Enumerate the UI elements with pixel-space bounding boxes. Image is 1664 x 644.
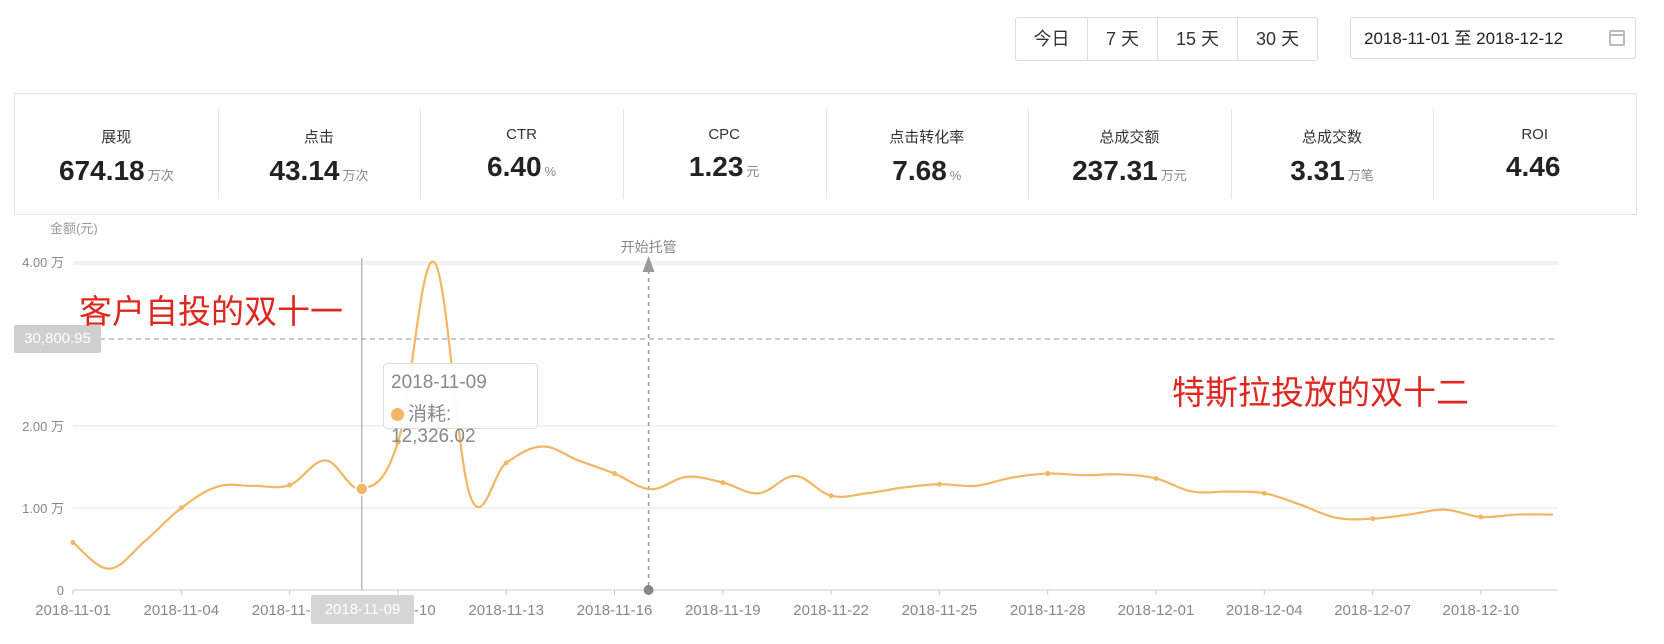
stat-label: 总成交数 <box>1302 129 1363 146</box>
data-point <box>503 460 509 466</box>
data-point <box>1261 490 1267 496</box>
stat-value: 7.68% <box>892 155 962 186</box>
stat-total-orders: 总成交数 3.31 万笔 <box>1230 94 1434 214</box>
range-today-button[interactable]: 今日 <box>1016 18 1088 60</box>
data-point <box>395 439 401 445</box>
stat-clicks: 点击 43.14 万次 <box>217 94 421 214</box>
date-range-value: 2018-11-01 至 2018-12-12 <box>1364 29 1564 48</box>
stats-panel: 展现 674.18 万次 点击 43.14 万次 CTR 6.40% CPC 1.2… <box>14 93 1637 215</box>
highlight-point <box>355 482 369 496</box>
x-tick-label: 2018-12-10 <box>1443 602 1520 619</box>
data-point <box>287 482 293 488</box>
hover-date-label: 2018-11-09 <box>311 595 414 624</box>
stat-label: CTR <box>506 126 537 143</box>
annotation-double-twelve: 特斯拉投放的双十二 <box>1172 374 1469 411</box>
x-tick-label: 2018-12-01 <box>1118 602 1195 619</box>
data-point <box>936 481 942 487</box>
x-tick-label: 2018-12-07 <box>1334 602 1411 619</box>
stat-label: 点击转化率 <box>889 129 965 146</box>
range-7days-button[interactable]: 7 天 <box>1088 18 1159 60</box>
range-15days-button[interactable]: 15 天 <box>1158 18 1239 60</box>
y-tick-label: 4.00 万 <box>22 255 64 270</box>
stat-label: 点击 <box>303 129 334 146</box>
x-tick-label: 2018-11-07 <box>252 602 328 619</box>
range-30days-button[interactable]: 30 天 <box>1256 29 1300 49</box>
stat-value: 3.31 万笔 <box>1290 155 1374 186</box>
chart-tooltip: 2018-11-09 消耗: 12,326.02 <box>383 363 538 447</box>
data-point <box>1370 516 1376 522</box>
y-tick-label: 1.00 万 <box>22 501 64 516</box>
stat-total-gmv: 总成交额 237.31 万元 <box>1028 94 1231 214</box>
data-point <box>828 493 834 499</box>
annotation-double-eleven: 客户自投的双十一 <box>79 293 343 330</box>
stat-value: 6.40% <box>487 151 557 182</box>
data-point <box>70 539 76 545</box>
stat-label: ROI <box>1521 126 1549 143</box>
markline-value-label: 30,800.95 <box>14 325 101 353</box>
stat-conversion-rate: 点击转化率 7.68% <box>825 94 1029 214</box>
x-tick-label: 2018-11-25 <box>902 602 978 619</box>
y-axis-title: 金额(元) <box>50 221 98 236</box>
tooltip-row: 消耗: 12,326.02 <box>391 404 476 447</box>
data-point <box>178 505 184 511</box>
stat-impressions: 展现 674.18 万次 <box>15 94 218 214</box>
event-marker-arrow <box>642 256 655 272</box>
series-line-spend <box>72 260 1554 570</box>
event-marker-label: 开始托管 <box>621 239 677 255</box>
x-tick-label: 2018-11-28 <box>1010 602 1086 619</box>
x-tick-label: 2018-11-16 <box>577 602 653 619</box>
data-point <box>720 480 726 486</box>
stat-label: 总成交额 <box>1099 129 1160 146</box>
x-tick-label: 2018-11-13 <box>468 602 544 619</box>
stat-value: 4.46 <box>1505 151 1561 182</box>
data-point <box>1478 514 1484 520</box>
event-marker-dot <box>643 585 654 595</box>
stat-value: 43.14 万次 <box>269 155 369 186</box>
stat-cpc: CPC 1.23 元 <box>622 94 826 214</box>
x-tick-label: 2018-11-19 <box>685 602 761 619</box>
calendar-icon[interactable] <box>1609 30 1625 46</box>
series-dot-icon <box>391 408 404 421</box>
stat-ctr: CTR 6.40% <box>420 94 623 214</box>
y-tick-label: 0 <box>57 583 64 598</box>
x-tick-label: 2018-11-04 <box>143 602 219 619</box>
stat-label: CPC <box>708 126 741 143</box>
stat-value: 237.31 万元 <box>1072 155 1187 186</box>
spend-chart: 金额(元) 0 1.00 万 2.00 万 4.00 万 2018-11-01 2018-1… <box>0 220 1664 644</box>
data-point <box>1153 475 1159 481</box>
stat-roi: ROI 4.46 <box>1433 94 1636 214</box>
date-range-tabs: 今日 7 天 15 天 30 天 <box>1015 17 1319 61</box>
tooltip-date: 2018-11-09 <box>391 372 487 393</box>
tooltip-value: 12,326.02 <box>391 426 476 447</box>
chart-svg: 金额(元) 0 1.00 万 2.00 万 4.00 万 2018-11-01 2018-1… <box>22 221 1558 619</box>
stat-value: 674.18 万次 <box>58 155 174 186</box>
x-tick-label: 2018-12-04 <box>1226 602 1303 619</box>
data-point <box>612 471 617 477</box>
x-tick-label: 2018-11-01 <box>35 602 111 619</box>
data-point <box>1045 471 1051 477</box>
y-tick-label: 2.00 万 <box>22 419 64 434</box>
stat-value: 1.23 元 <box>688 151 760 182</box>
x-tick-label: 2018-11-22 <box>793 602 869 619</box>
stat-label: 展现 <box>101 129 132 146</box>
tooltip-series-name: 消耗 <box>408 404 447 425</box>
date-range-picker[interactable]: 2018-11-01 至 2018-12-12 <box>1350 17 1636 59</box>
